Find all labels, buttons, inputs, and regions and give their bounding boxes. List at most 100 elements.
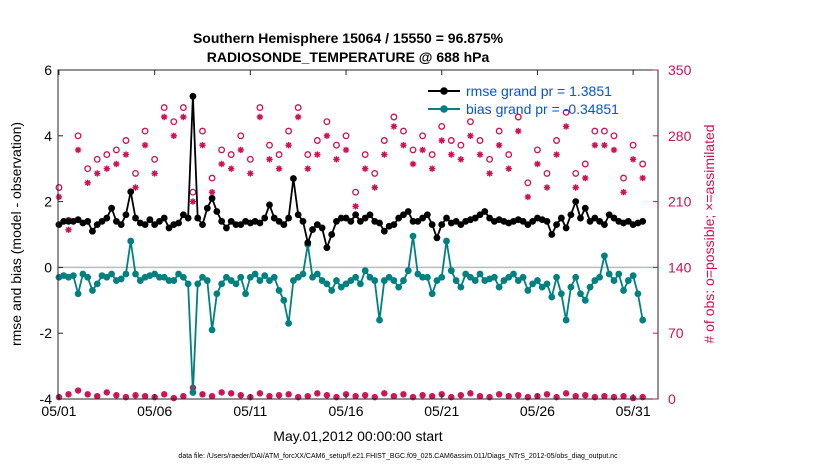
obs-bottom-assimilated-point — [543, 391, 550, 398]
obs-assimilated-point — [304, 165, 311, 172]
obs-assimilated-point — [486, 170, 493, 177]
rmse-series-point — [352, 211, 360, 219]
rmse-series-point — [232, 221, 240, 229]
obs-possible-point — [227, 151, 235, 159]
rmse-series-point — [294, 211, 302, 219]
y-right-tick-label: 280 — [668, 128, 692, 144]
obs-bottom-assimilated-point — [371, 394, 378, 401]
bias-series-point — [505, 273, 513, 281]
rmse-series-point — [610, 214, 618, 222]
obs-possible-point — [524, 179, 532, 187]
obs-assimilated-point — [495, 142, 503, 149]
obs-bottom-assimilated-point — [591, 394, 598, 401]
obs-possible-point — [495, 127, 503, 135]
bias-series-point — [275, 287, 283, 294]
bias-series-point — [352, 273, 360, 281]
obs-possible-point — [620, 174, 628, 182]
rmse-series-point — [433, 234, 441, 242]
obs-assimilated-point — [505, 165, 512, 172]
bias-series-point — [242, 290, 249, 298]
obs-possible-point — [457, 141, 465, 149]
obs-bottom-assimilated-point — [610, 394, 617, 401]
obs-assimilated-point — [237, 146, 244, 154]
rmse-series-point — [419, 214, 426, 222]
bias-series-point — [591, 277, 599, 284]
bias-series-point — [385, 273, 393, 281]
bias-series-point — [69, 272, 77, 280]
obs-bottom-assimilated-point — [209, 393, 216, 400]
bias-series-point — [261, 272, 269, 280]
obs-assimilated-point — [524, 193, 532, 201]
obs-possible-point — [266, 141, 273, 149]
bias-series-point — [74, 290, 82, 298]
rmse-series-point — [481, 208, 489, 215]
obs-assimilated-point — [629, 156, 637, 163]
rmse-series-point — [361, 214, 369, 222]
rmse-series-point — [117, 221, 125, 229]
obs-possible-point — [486, 155, 494, 163]
obs-bottom-assimilated-point — [582, 392, 589, 399]
bias-series-point — [266, 277, 273, 284]
bias-series-point — [127, 237, 135, 245]
bias-series-point — [84, 273, 92, 281]
rmse-series-point — [318, 224, 326, 232]
obs-possible-point — [189, 188, 197, 196]
rmse-series-point — [189, 92, 197, 100]
bias-series-point — [256, 277, 264, 284]
obs-bottom-assimilated-point — [132, 392, 139, 399]
obs-assimilated-point — [400, 142, 407, 149]
rmse-series-point — [380, 227, 388, 235]
rmse-series-point — [165, 224, 173, 232]
obs-bottom-assimilated-point — [228, 390, 235, 397]
obs-assimilated-point — [323, 132, 331, 139]
rmse-series-point — [524, 221, 532, 229]
obs-assimilated-point — [591, 142, 599, 149]
obs-possible-point — [533, 146, 541, 154]
obs-assimilated-point — [65, 226, 72, 233]
bias-series-point — [165, 277, 173, 284]
bias-series-point — [309, 273, 316, 281]
plot-area — [58, 70, 658, 399]
obs-bottom-assimilated-point — [352, 393, 359, 400]
obs-bottom-assimilated-point — [410, 394, 417, 401]
obs-bottom-assimilated-point — [218, 389, 225, 396]
y-right-tick-label: 140 — [668, 259, 692, 275]
bias-series-point — [93, 280, 101, 288]
x-tick-label: 05/21 — [424, 403, 459, 419]
rmse-series-point — [179, 211, 187, 219]
bias-series-point — [629, 272, 637, 280]
obs-assimilated-point — [275, 165, 283, 172]
obs-assimilated-point — [582, 174, 589, 182]
bias-series-point — [218, 280, 226, 288]
bias-series-point — [553, 273, 560, 281]
obs-assimilated-point — [333, 156, 340, 163]
rmse-series-point — [313, 221, 321, 229]
obs-assimilated-point — [572, 184, 579, 191]
rmse-series-point — [366, 211, 374, 219]
obs-possible-point — [112, 146, 120, 154]
bias-series-point — [194, 280, 202, 288]
rmse-series-point — [132, 214, 139, 222]
obs-possible-point — [409, 146, 417, 154]
obs-bottom-assimilated-point — [563, 390, 570, 397]
obs-bottom-assimilated-point — [553, 394, 560, 401]
bias-series-point — [380, 277, 388, 284]
obs-assimilated-point — [113, 160, 120, 168]
obs-bottom-assimilated-point — [276, 392, 283, 399]
obs-possible-point — [246, 155, 254, 163]
obs-assimilated-point — [419, 146, 426, 154]
bias-series-point — [400, 277, 407, 284]
obs-possible-point — [466, 118, 474, 126]
obs-possible-point — [428, 151, 436, 159]
obs-assimilated-point — [228, 165, 235, 172]
obs-possible-point — [342, 132, 350, 140]
obs-possible-point — [170, 118, 178, 126]
obs-assimilated-point — [132, 184, 139, 191]
rmse-series-point — [223, 224, 230, 232]
obs-possible-point — [74, 132, 82, 140]
obs-bottom-assimilated-point — [295, 394, 302, 401]
obs-assimilated-point — [553, 151, 560, 158]
rmse-series-point — [567, 211, 575, 219]
bias-series-point — [414, 270, 422, 278]
